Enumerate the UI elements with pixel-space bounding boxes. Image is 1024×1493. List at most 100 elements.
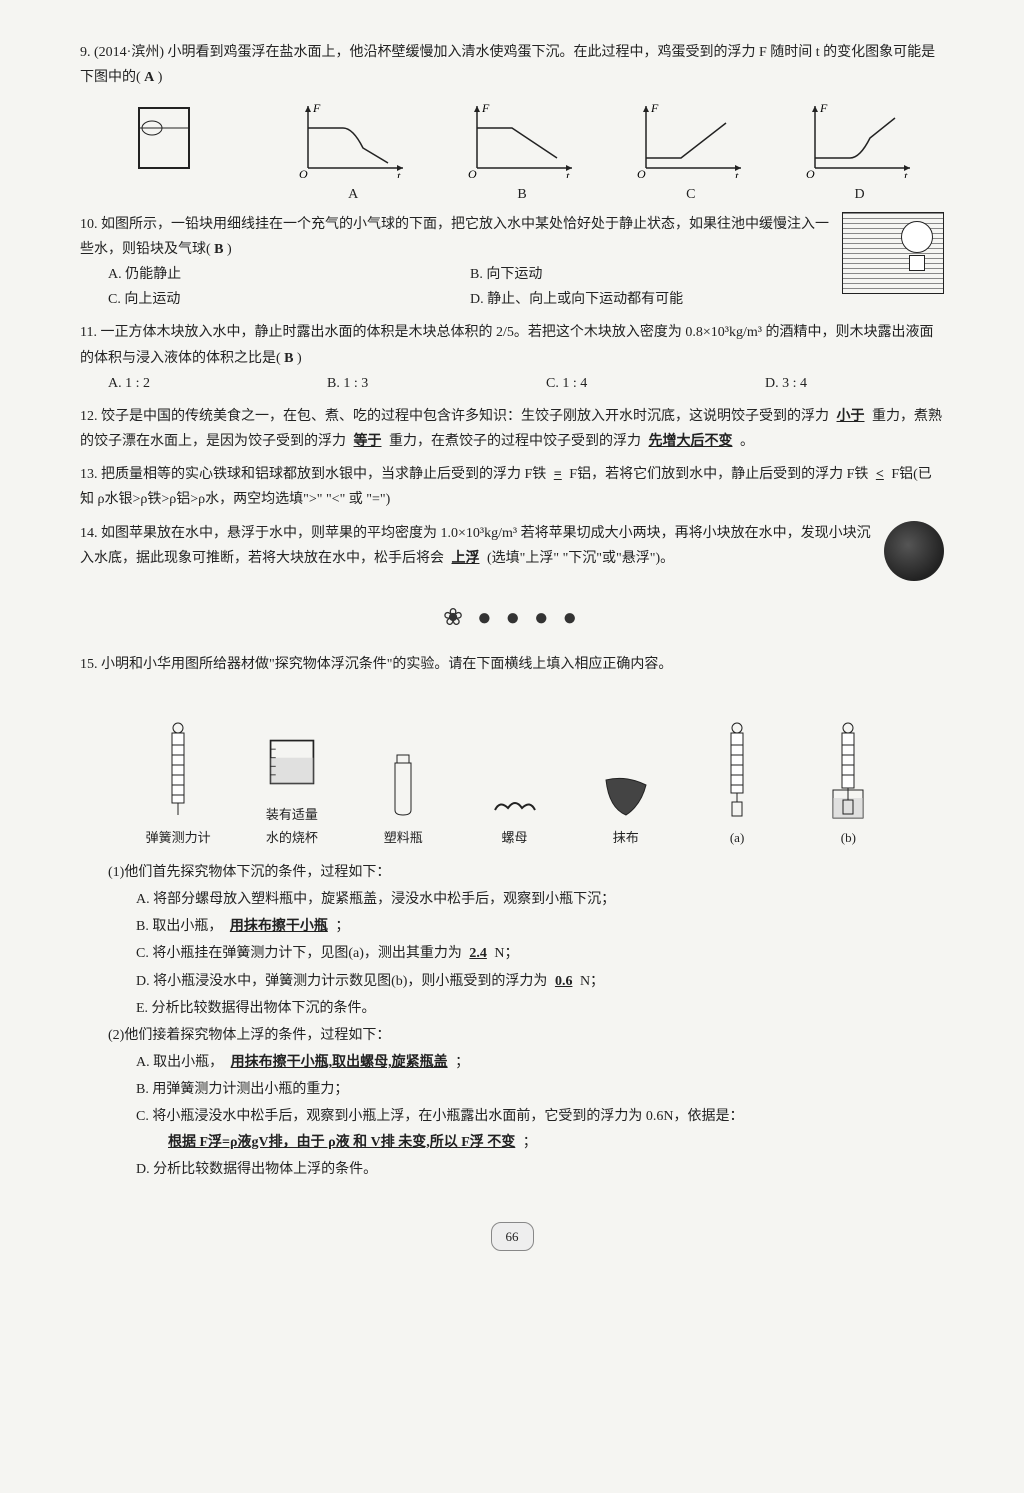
q9-graph-a: F t O A	[293, 98, 413, 207]
q10-tail: )	[227, 242, 232, 257]
q12-blank1: 小于	[833, 409, 869, 424]
q10-answer: B	[214, 242, 223, 257]
balloon-icon	[901, 221, 933, 253]
lead-block-icon	[909, 255, 925, 271]
svg-text:O: O	[468, 167, 477, 178]
q15-p2A-blank: 用抹布擦干小瓶,取出螺母,旋紧瓶盖	[227, 1055, 452, 1070]
q15-p1C-pre: C. 将小瓶挂在弹簧测力计下，见图(a)，测出其重力为	[136, 946, 462, 961]
q12-text4: 。	[740, 434, 754, 449]
q11-tail: )	[297, 351, 302, 366]
q9-answer: A	[144, 70, 154, 85]
section-dots-icon: ❀ ● ● ● ●	[443, 597, 581, 640]
q9-label-d: D	[855, 187, 865, 202]
q9-graph-b: F t O B	[462, 98, 582, 207]
apparatus-row: 弹簧测力计 装有适量 水的烧杯 塑料瓶 螺母	[80, 697, 944, 850]
q12-blank2: 等于	[350, 434, 386, 449]
q15-p1B-blank: 用抹布擦干小瓶	[226, 919, 332, 934]
apparatus-label-3: 螺母	[501, 826, 527, 849]
svg-text:F: F	[481, 101, 490, 115]
q14-blank1: 上浮	[448, 551, 484, 566]
q15-p2C: C. 将小瓶浸没水中松手后，观察到小瓶上浮，在小瓶露出水面前，它受到的浮力为 0…	[80, 1104, 944, 1154]
q9-label-blank	[183, 187, 187, 202]
q15-p1D-post: N；	[580, 974, 604, 989]
apparatus-label-6: (b)	[841, 826, 856, 849]
apparatus-label-5: (a)	[730, 826, 744, 849]
q10-optC: C. 向上运动	[108, 287, 470, 312]
svg-text:O: O	[806, 167, 815, 178]
svg-text:F: F	[312, 101, 321, 115]
apple-icon	[884, 521, 944, 581]
q15-p2B: B. 用弹簧测力计测出小瓶的重力；	[80, 1077, 944, 1102]
q10-figure	[842, 212, 944, 294]
q14-num: 14.	[80, 526, 98, 541]
question-12: 12. 饺子是中国的传统美食之一，在包、煮、吃的过程中包含许多知识：生饺子刚放入…	[80, 404, 944, 454]
q15-part2-title: (2)他们接着探究物体上浮的条件，过程如下：	[80, 1023, 944, 1048]
svg-text:F: F	[650, 101, 659, 115]
q12-text1: 饺子是中国的传统美食之一，在包、煮、吃的过程中包含许多知识：生饺子刚放入开水时沉…	[101, 409, 829, 424]
section-header: ❀ ● ● ● ●	[80, 597, 944, 640]
page-number-value: 66	[491, 1222, 534, 1251]
q13-text2: F铝，若将它们放到水中，静止后受到的浮力 F铁	[569, 467, 868, 482]
apparatus-cloth: 抹布	[596, 720, 656, 849]
svg-text:t: t	[397, 169, 401, 178]
q15-p1D: D. 将小瓶浸没水中，弹簧测力计示数见图(b)，则小瓶受到的浮力为 0.6 N；	[80, 969, 944, 994]
q11-answer: B	[284, 351, 293, 366]
q15-p1D-pre: D. 将小瓶浸没水中，弹簧测力计示数见图(b)，则小瓶受到的浮力为	[136, 974, 547, 989]
q10-options-2: C. 向上运动 D. 静止、向上或向下运动都有可能	[80, 287, 832, 312]
q9-tail: )	[158, 70, 163, 85]
q10-optB: B. 向下运动	[470, 262, 832, 287]
q15-p2A-pre: A. 取出小瓶，	[136, 1055, 223, 1070]
q15-p2C-blank: 根据 F浮=ρ液gV排，由于 ρ液 和 V排 未变,所以 F浮 不变	[164, 1135, 519, 1150]
q9-source: (2014·滨州)	[94, 45, 164, 60]
q9-label-b: B	[517, 187, 526, 202]
q10-options-1: A. 仍能静止 B. 向下运动	[80, 262, 832, 287]
apparatus-spring: 弹簧测力计	[146, 720, 211, 849]
q11-num: 11.	[80, 325, 97, 340]
q15-p1E: E. 分析比较数据得出物体下沉的条件。	[80, 996, 944, 1021]
svg-text:O: O	[637, 167, 646, 178]
q15-p1B: B. 取出小瓶， 用抹布擦干小瓶 ；	[80, 914, 944, 939]
q15-p2A: A. 取出小瓶， 用抹布擦干小瓶,取出螺母,旋紧瓶盖 ；	[80, 1050, 944, 1075]
q15-p1B-pre: B. 取出小瓶，	[136, 919, 222, 934]
q10-text: 如图所示，一铅块用细线挂在一个充气的小气球的下面，把它放入水中某处恰好处于静止状…	[80, 217, 829, 257]
question-10: 10. 如图所示，一铅块用细线挂在一个充气的小气球的下面，把它放入水中某处恰好处…	[80, 212, 944, 313]
apparatus-label-0: 弹簧测力计	[146, 826, 211, 849]
svg-text:t: t	[904, 169, 908, 178]
apparatus-beaker: 装有适量 水的烧杯	[262, 697, 322, 850]
apparatus-fig-b: (b)	[818, 720, 878, 849]
apparatus-bottle: 塑料瓶	[373, 720, 433, 849]
q15-p2C-pre: C. 将小瓶浸没水中松手后，观察到小瓶上浮，在小瓶露出水面前，它受到的浮力为 0…	[136, 1109, 743, 1124]
q15-p1C-post: N；	[494, 946, 518, 961]
svg-text:F: F	[819, 101, 828, 115]
q13-blank2: <	[872, 467, 888, 482]
q12-num: 12.	[80, 409, 98, 424]
q15-p1D-blank: 0.6	[551, 974, 577, 989]
q15-p1C: C. 将小瓶挂在弹簧测力计下，见图(a)，测出其重力为 2.4 N；	[80, 941, 944, 966]
apparatus-label-1: 装有适量 水的烧杯	[266, 803, 318, 850]
q9-graph-d: F t O D	[800, 98, 920, 207]
q15-p1B-post: ；	[335, 919, 349, 934]
apparatus-fig-a: (a)	[707, 720, 767, 849]
q14-text2: (选填"上浮" "下沉"或"悬浮")。	[487, 551, 674, 566]
q9-graph-beaker	[124, 98, 244, 207]
q15-num: 15.	[80, 657, 98, 672]
question-13: 13. 把质量相等的实心铁球和铝球都放到水银中，当求静止后受到的浮力 F铁 = …	[80, 462, 944, 512]
q11-optB: B. 1 : 3	[327, 371, 506, 396]
q9-graphs: F t O A F t O B	[80, 98, 944, 207]
apparatus-label-4: 抹布	[613, 826, 639, 849]
q11-options: A. 1 : 2 B. 1 : 3 C. 1 : 4 D. 3 : 4	[80, 371, 944, 396]
svg-text:t: t	[735, 169, 739, 178]
q12-blank3: 先增大后不变	[645, 434, 737, 449]
q15-p2C-post: ；	[523, 1135, 537, 1150]
q15-intro: 小明和小华用图所给器材做"探究物体浮沉条件"的实验。请在下面横线上填入相应正确内…	[101, 657, 672, 672]
q15-p2A-post: ；	[455, 1055, 469, 1070]
q13-text1: 把质量相等的实心铁球和铝球都放到水银中，当求静止后受到的浮力 F铁	[101, 467, 546, 482]
q9-label-a: A	[348, 187, 358, 202]
q13-blank1: =	[550, 467, 566, 482]
question-15: 15. 小明和小华用图所给器材做"探究物体浮沉条件"的实验。请在下面横线上填入相…	[80, 652, 944, 677]
q9-num: 9.	[80, 45, 91, 60]
q11-optA: A. 1 : 2	[108, 371, 287, 396]
q11-optC: C. 1 : 4	[546, 371, 725, 396]
q9-graph-c: F t O C	[631, 98, 751, 207]
question-14: 14. 如图苹果放在水中，悬浮于水中，则苹果的平均密度为 1.0×10³kg/m…	[80, 521, 944, 571]
